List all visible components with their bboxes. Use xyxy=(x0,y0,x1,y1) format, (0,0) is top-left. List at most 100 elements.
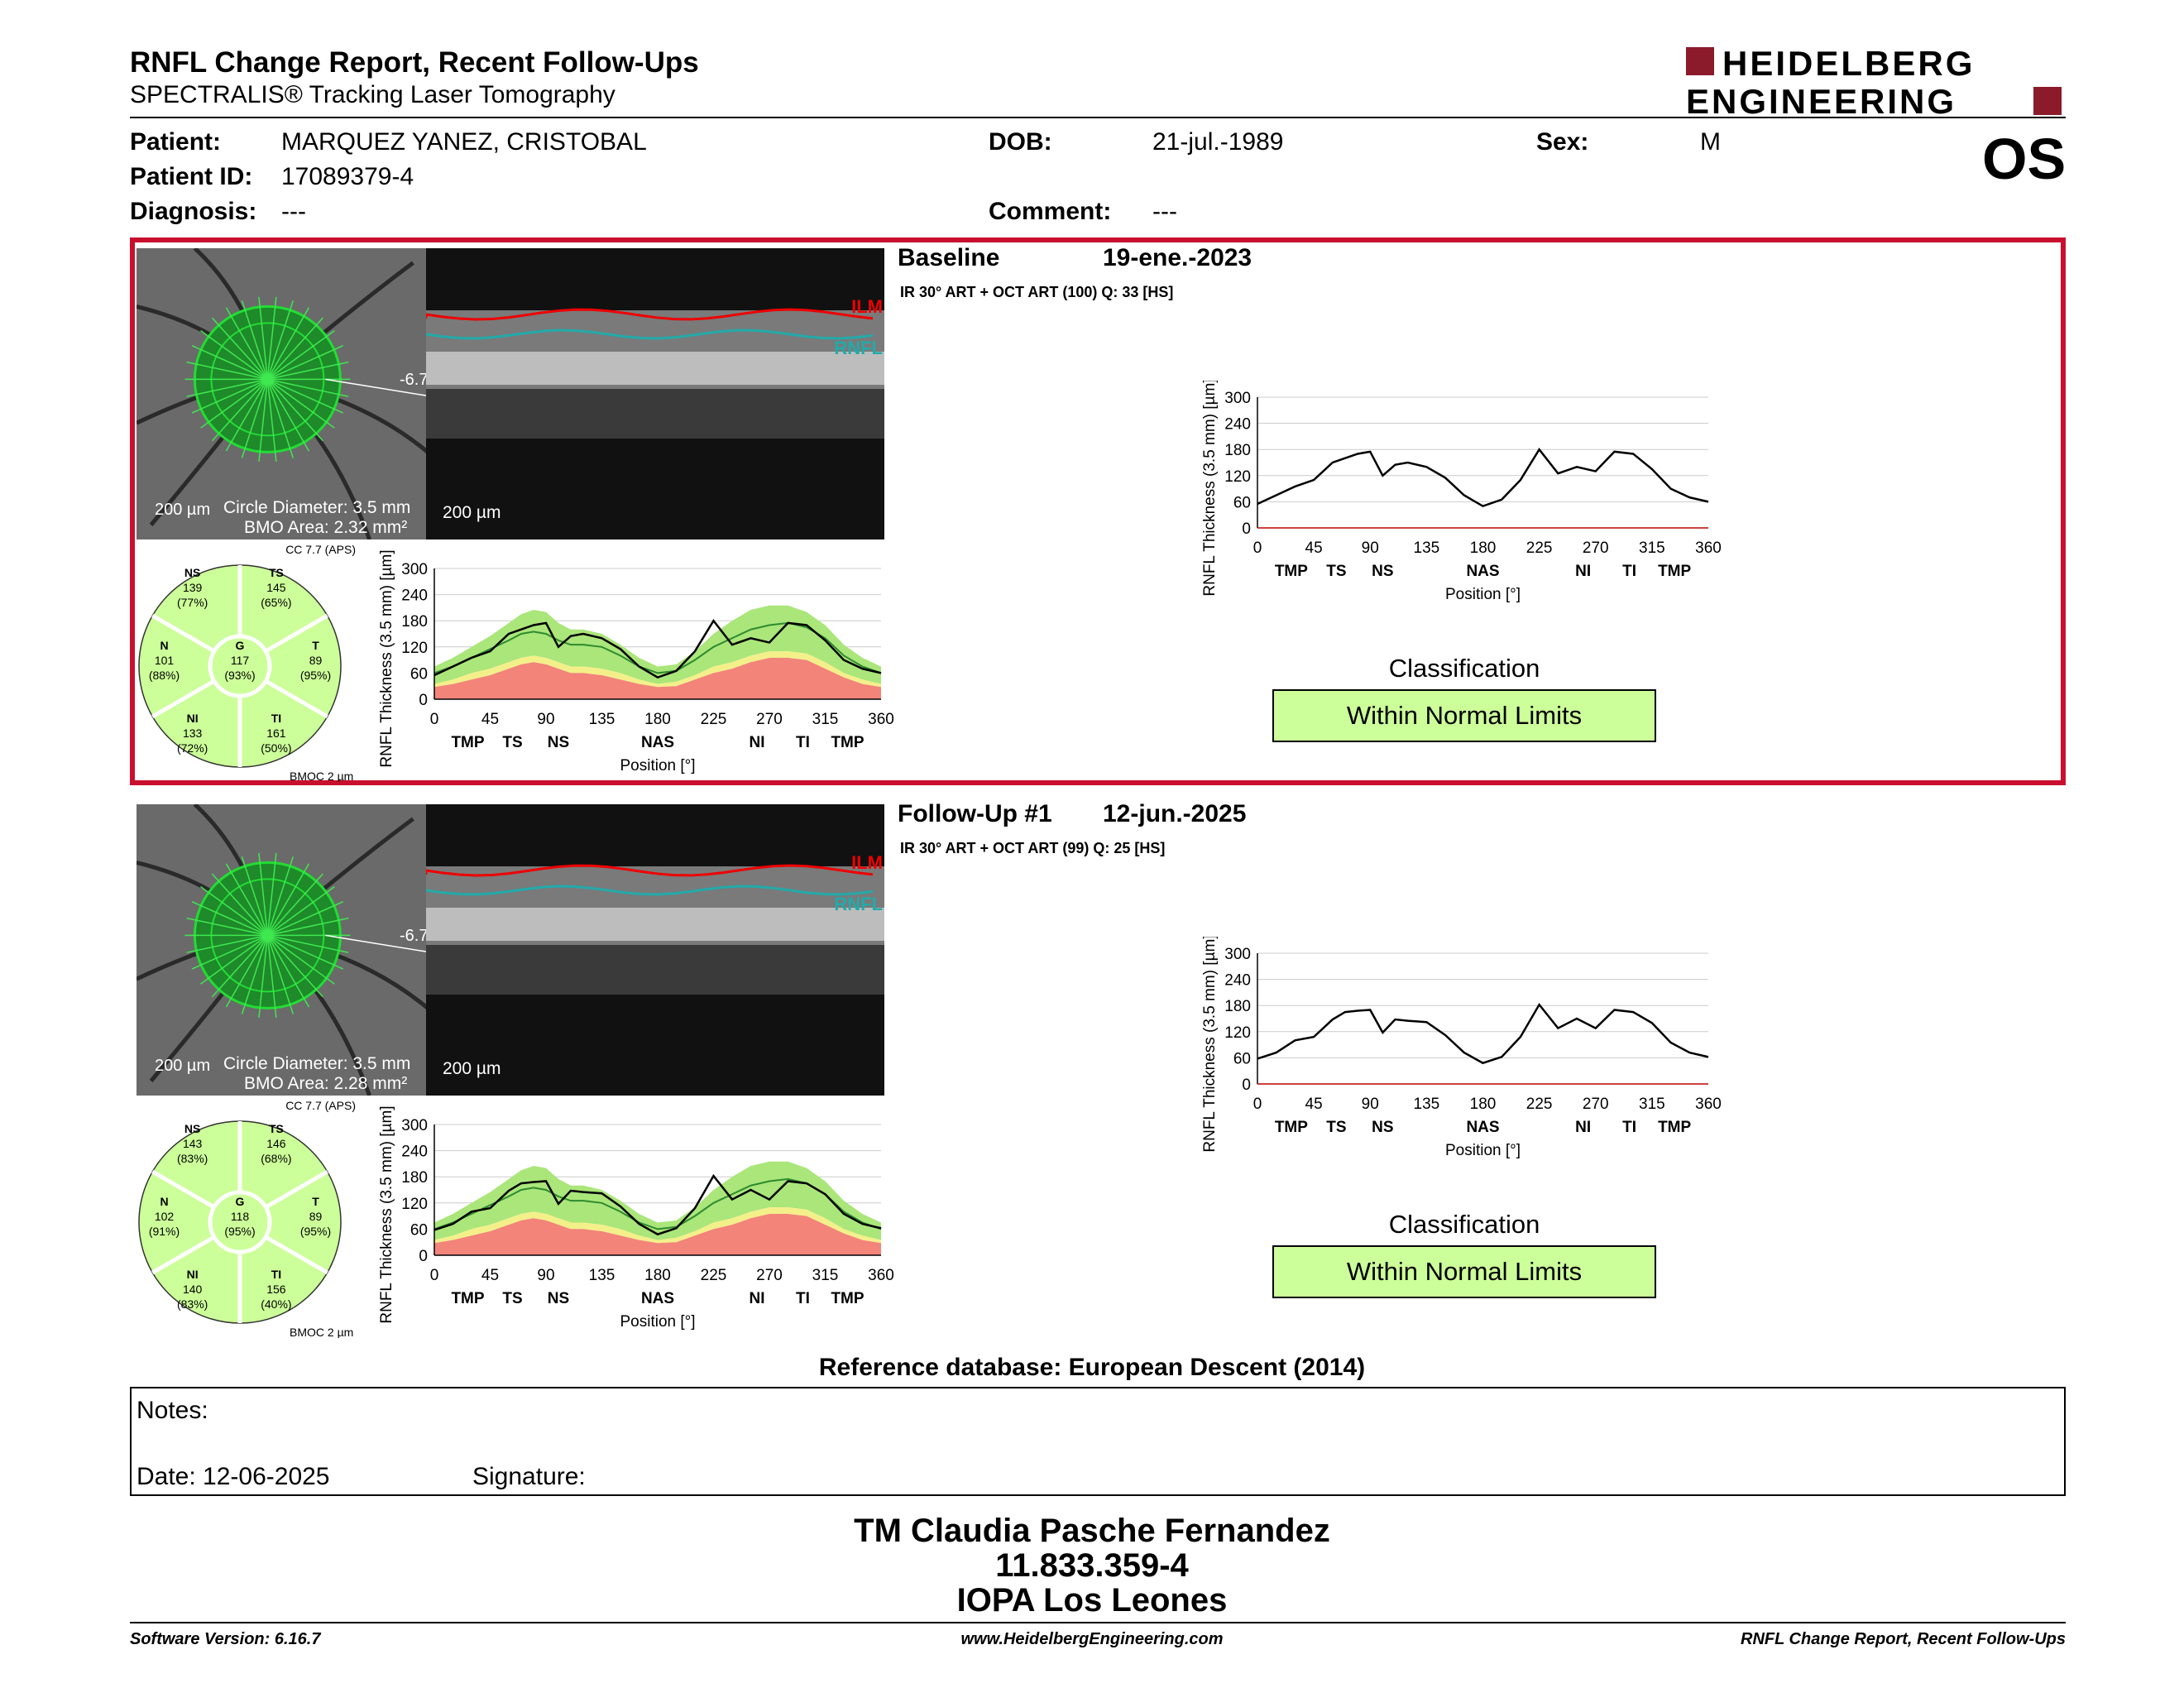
dob-label: DOB: xyxy=(989,128,1052,156)
x-tick-label: 315 xyxy=(1639,539,1665,557)
bmoc-label: BMOC 2 µm xyxy=(290,770,353,782)
y-tick-label: 180 xyxy=(1224,442,1251,459)
fundus-graphic xyxy=(136,804,428,1096)
scan-ray xyxy=(191,934,268,970)
logo-square-bottom xyxy=(2033,87,2062,115)
y-tick-label: 60 xyxy=(410,665,428,683)
oct-bscan: ILM RNFL 200 µm xyxy=(426,804,884,1096)
bscan-graphic xyxy=(426,248,884,539)
y-tick-label: 120 xyxy=(1224,1024,1251,1042)
scan-ray xyxy=(266,934,323,998)
classification-label: Classification xyxy=(1388,654,1540,683)
sector-label: NS xyxy=(1372,1119,1393,1136)
scan-ray xyxy=(225,863,269,936)
scan-ray xyxy=(266,307,310,380)
choroid xyxy=(426,389,884,439)
reference-database: Reference database: European Descent (20… xyxy=(818,1354,1366,1381)
x-tick-label: 225 xyxy=(1526,1096,1553,1113)
sector-label: NI xyxy=(1575,563,1591,580)
sector-ts-value: 146 xyxy=(266,1137,286,1150)
baseline-highlight-box xyxy=(130,237,2066,785)
clinic-name: IOPA Los Leones xyxy=(956,1582,1228,1618)
scan-ray xyxy=(267,934,349,953)
sector-tsnit-graphic: NS 139 (77%) TS 145 (65%) N 101 (88%) G 117 (93%) T 8… xyxy=(138,543,894,783)
logo-line-2: ENGINEERING xyxy=(1686,82,1956,118)
scan-ray xyxy=(186,361,268,381)
sector-t-value: 89 xyxy=(309,654,323,667)
scan-ray xyxy=(211,378,268,442)
rnfl-thickness-line xyxy=(1257,448,1709,508)
scan-ray xyxy=(266,886,335,937)
patient-name: MARQUEZ YANEZ, CRISTOBAL xyxy=(281,128,647,156)
fundus-graphic xyxy=(136,248,428,539)
sector-ti-value: 156 xyxy=(266,1283,286,1296)
classification-result: Within Normal Limits xyxy=(1272,1245,1656,1298)
report-title: RNFL Change Report, Recent Follow-Ups xyxy=(130,46,699,79)
sector-label: NI xyxy=(1575,1119,1591,1136)
scan-ray xyxy=(266,863,310,936)
y-tick-label: 240 xyxy=(1224,416,1251,434)
scan-ray xyxy=(266,330,335,381)
scan-ray xyxy=(267,934,344,970)
x-tick-label: 45 xyxy=(1305,539,1323,557)
sector-divider xyxy=(264,1169,328,1210)
x-tick-label: 180 xyxy=(1470,539,1497,557)
scan-ray xyxy=(266,935,310,1008)
sector-ti-label: TI xyxy=(271,712,281,725)
y-tick-label: 120 xyxy=(1224,468,1251,486)
y-tick-label: 240 xyxy=(401,1144,428,1161)
x-tick-label: 45 xyxy=(481,711,499,728)
sector-and-tsnit: NS 139 (77%) TS 145 (65%) N 101 (88%) G 117 (93%) T 8… xyxy=(136,542,906,783)
sector-label: TMP xyxy=(1275,563,1308,580)
sector-label: TMP xyxy=(1275,1119,1308,1136)
sex-value: M xyxy=(1700,128,1721,156)
scan-ray xyxy=(241,856,269,936)
scan-ray xyxy=(267,378,349,397)
x-tick-label: 315 xyxy=(812,711,839,728)
sector-label: NAS xyxy=(641,734,674,751)
scan-ray xyxy=(266,934,335,985)
x-tick-label: 90 xyxy=(537,711,554,728)
scan-ray xyxy=(211,317,268,380)
x-tick-label: 360 xyxy=(868,711,894,728)
scan-ray xyxy=(241,935,269,1014)
scan-ray xyxy=(266,935,295,1014)
y-tick-label: 300 xyxy=(1224,946,1251,963)
sector-ni-label: NI xyxy=(187,1268,199,1281)
bscan-scale-bar: 200 µm xyxy=(443,503,501,522)
patient-label: Patient: xyxy=(130,128,222,156)
scan-ray xyxy=(267,361,349,381)
scan-ray xyxy=(200,934,268,985)
x-tick-label: 270 xyxy=(1583,539,1609,557)
exam-label: Baseline xyxy=(898,244,1000,271)
x-tick-label: 225 xyxy=(701,1267,727,1284)
sector-ns-label: NS xyxy=(184,1122,200,1135)
sector-n-percentile: (91%) xyxy=(149,1225,180,1238)
sector-label: NI xyxy=(750,1290,765,1307)
choroid xyxy=(426,945,884,995)
scan-ray xyxy=(186,917,268,937)
x-tick-label: 270 xyxy=(1583,1096,1609,1113)
scan-info: IR 30° ART + OCT ART (99) Q: 25 [HS] xyxy=(900,840,1166,856)
y-axis-title: RNFL Thickness (3.5 mm) [µm] xyxy=(378,1105,395,1323)
scan-ray xyxy=(266,296,277,380)
sector-t-label: T xyxy=(312,1195,319,1208)
sector-label: TS xyxy=(502,734,522,751)
sector-ti-value: 161 xyxy=(266,727,286,740)
sector-label: TMP xyxy=(1658,1119,1691,1136)
scan-ray xyxy=(266,935,277,1018)
x-tick-label: 135 xyxy=(1414,539,1440,557)
eye-label: OS xyxy=(1982,127,2067,191)
website: www.HeidelbergEngineering.com xyxy=(960,1630,1224,1648)
scan-ray xyxy=(186,378,268,397)
scan-ray xyxy=(200,378,268,429)
y-tick-label: 180 xyxy=(401,1169,428,1187)
sector-ns-label: NS xyxy=(184,566,200,579)
x-tick-label: 135 xyxy=(589,711,615,728)
scan-ray xyxy=(241,300,269,380)
scan-start-marker xyxy=(325,934,428,953)
scan-ray xyxy=(225,935,269,1008)
sector-ns-value: 143 xyxy=(183,1137,203,1150)
sector-label: TI xyxy=(1622,563,1636,580)
